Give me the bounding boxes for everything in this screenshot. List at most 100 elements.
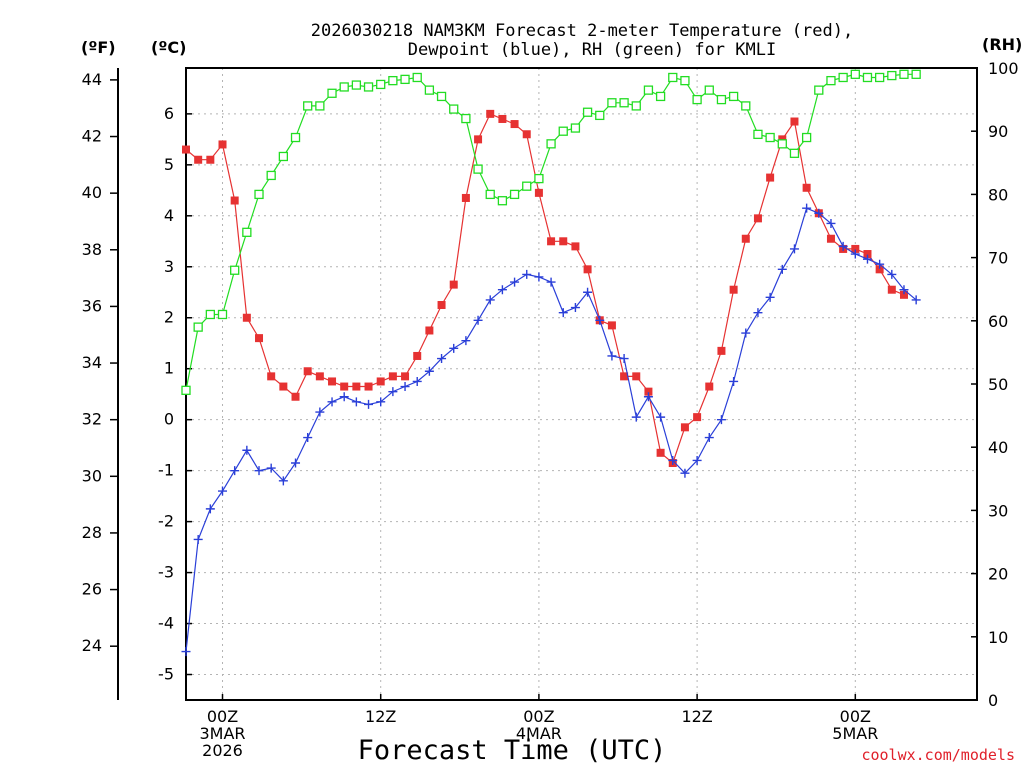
temperature-point bbox=[632, 372, 641, 381]
dewpoint-point bbox=[826, 218, 836, 228]
rh-point bbox=[315, 101, 325, 111]
series-rh bbox=[181, 69, 921, 395]
plot-frame bbox=[185, 67, 978, 701]
temperature-point bbox=[425, 326, 434, 335]
rh-point bbox=[290, 132, 301, 143]
temperature-point bbox=[547, 237, 556, 246]
rh-line bbox=[185, 73, 917, 391]
temperature-point bbox=[461, 193, 470, 202]
series-dewpoint bbox=[181, 203, 921, 657]
rh-point bbox=[327, 88, 337, 98]
dewpoint-point bbox=[814, 208, 824, 218]
dewpoint-point bbox=[729, 376, 739, 386]
dewpoint-point bbox=[510, 277, 520, 287]
rh-point bbox=[509, 189, 520, 200]
rh-point bbox=[716, 94, 727, 105]
temperature-point bbox=[826, 234, 835, 243]
dewpoint-point bbox=[765, 292, 775, 302]
temperature-point bbox=[340, 382, 349, 391]
rh-point bbox=[193, 322, 203, 332]
dewpoint-point bbox=[583, 287, 593, 297]
rh-point bbox=[436, 91, 447, 102]
temperature-point bbox=[875, 265, 884, 274]
rh-point bbox=[546, 139, 556, 149]
dewpoint-point bbox=[643, 392, 653, 402]
dewpoint-point bbox=[351, 397, 361, 407]
dewpoint-point bbox=[388, 387, 398, 397]
dewpoint-point bbox=[376, 397, 386, 407]
fahrenheit-tick-label: 32 bbox=[82, 410, 102, 429]
temperature-point bbox=[899, 290, 908, 299]
rh-point bbox=[850, 69, 860, 79]
temperature-point bbox=[413, 351, 422, 360]
celsius-tick-label: 4 bbox=[164, 206, 174, 225]
rh-point bbox=[777, 139, 787, 149]
rh-point bbox=[668, 72, 678, 83]
rh-tick-label: 0 bbox=[988, 691, 998, 710]
rh-point bbox=[582, 107, 593, 117]
dewpoint-point bbox=[692, 455, 702, 465]
rh-point bbox=[181, 385, 191, 395]
fahrenheit-tick-label: 36 bbox=[82, 296, 102, 315]
dewpoint-point bbox=[437, 354, 447, 364]
rh-point bbox=[351, 80, 362, 90]
dewpoint-point bbox=[753, 308, 763, 318]
celsius-tick-label: -1 bbox=[158, 461, 174, 480]
rh-point bbox=[485, 189, 495, 200]
dewpoint-point bbox=[303, 433, 313, 443]
rh-point bbox=[400, 74, 410, 85]
rh-tick-label: 10 bbox=[988, 628, 1008, 647]
dewpoint-point bbox=[242, 445, 252, 455]
rh-tick-label: 90 bbox=[988, 122, 1008, 141]
dewpoint-point bbox=[862, 254, 872, 264]
dewpoint-point bbox=[887, 269, 897, 279]
rh-tick-label: 60 bbox=[988, 312, 1008, 331]
rh-point bbox=[388, 75, 398, 86]
axis-ticks: -5-4-3-2-1012345624262830323436384042440… bbox=[82, 59, 1019, 710]
rh-point bbox=[765, 132, 775, 143]
temperature-point bbox=[620, 372, 629, 381]
celsius-tick-label: 2 bbox=[164, 308, 174, 327]
dewpoint-point bbox=[364, 399, 374, 409]
dewpoint-point bbox=[850, 249, 860, 259]
rh-point bbox=[412, 72, 422, 83]
rh-point bbox=[874, 72, 885, 83]
temperature-point bbox=[693, 413, 702, 422]
rh-point bbox=[814, 85, 824, 95]
x-tick-label: 2026 bbox=[202, 741, 243, 760]
rh-tick-label: 20 bbox=[988, 565, 1008, 584]
dewpoint-point bbox=[181, 647, 191, 657]
celsius-tick-label: 3 bbox=[164, 257, 174, 276]
dewpoint-point bbox=[412, 376, 422, 386]
fahrenheit-tick-label: 44 bbox=[82, 70, 102, 89]
chart-title: 2026030218 NAM3KM Forecast 2-meter Tempe… bbox=[311, 21, 853, 60]
rh-point bbox=[631, 101, 641, 111]
temperature-point bbox=[474, 135, 483, 144]
chart-title-line-1: 2026030218 NAM3KM Forecast 2-meter Tempe… bbox=[311, 21, 853, 41]
rh-point bbox=[254, 189, 264, 200]
temperature-point bbox=[242, 313, 251, 322]
celsius-tick-label: 5 bbox=[164, 155, 174, 174]
temperature-point bbox=[766, 173, 775, 182]
temperature-point bbox=[644, 387, 653, 396]
fahrenheit-tick-label: 28 bbox=[82, 523, 102, 542]
temperature-point bbox=[279, 382, 288, 391]
temperature-point bbox=[559, 237, 568, 246]
rh-tick-label: 80 bbox=[988, 185, 1008, 204]
dewpoint-point bbox=[558, 308, 568, 318]
temperature-point bbox=[182, 145, 190, 154]
temperature-point bbox=[449, 280, 458, 289]
grid-lines bbox=[186, 68, 977, 700]
rh-point bbox=[570, 123, 581, 133]
dewpoint-point bbox=[449, 343, 459, 353]
rh-tick-label: 100 bbox=[988, 59, 1019, 78]
temperature-point bbox=[328, 377, 337, 386]
rh-point bbox=[497, 196, 508, 206]
x-tick-label: 12Z bbox=[365, 707, 396, 726]
rh-point bbox=[339, 82, 349, 92]
temperature-point bbox=[510, 120, 519, 129]
x-tick-label: 00Z bbox=[207, 707, 238, 726]
rh-point bbox=[607, 98, 617, 108]
dewpoint-point bbox=[704, 433, 714, 443]
rh-point bbox=[838, 72, 848, 83]
